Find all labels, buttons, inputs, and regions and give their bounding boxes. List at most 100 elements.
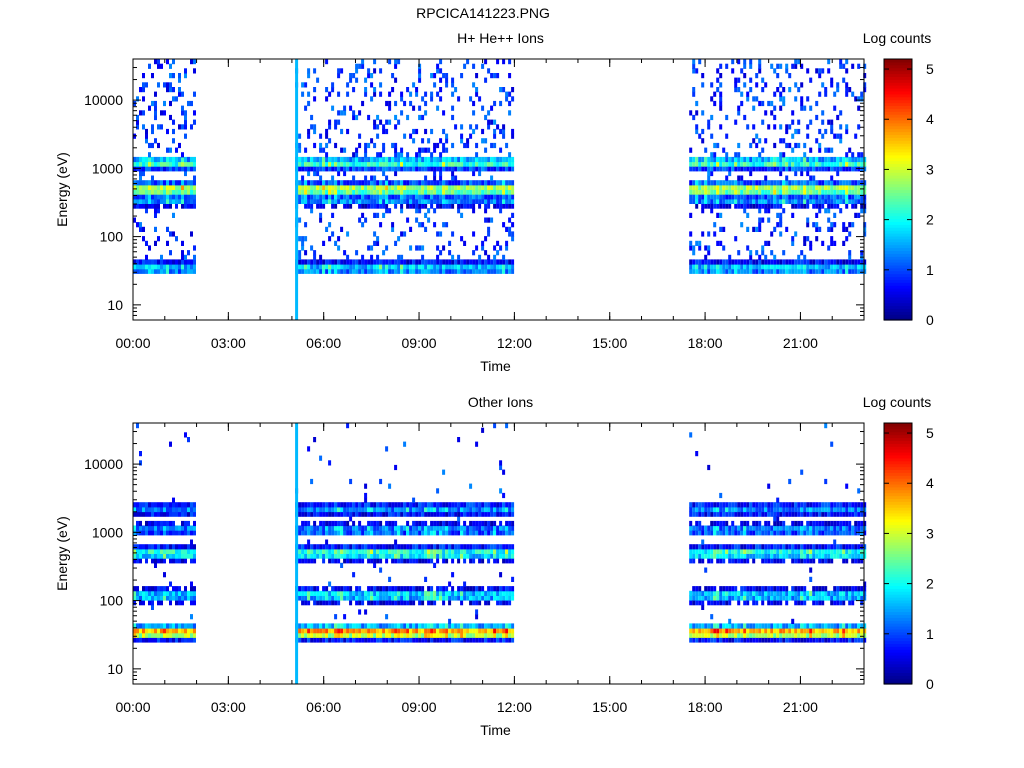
spectrogram-cell (478, 184, 482, 190)
spectrogram-cell (499, 553, 503, 559)
spectrogram-cell (355, 548, 359, 554)
spectrogram-cell (409, 180, 413, 186)
spectrogram-cell (328, 180, 332, 186)
spectrogram-cell (145, 166, 148, 172)
spectrogram-cell (490, 142, 494, 149)
spectrogram-cell (439, 170, 443, 177)
spectrogram-cell (719, 91, 723, 97)
spectrogram-cell (460, 194, 464, 200)
spectrogram-cell (136, 423, 139, 429)
colorbar-tick-label: 3 (926, 161, 934, 177)
spectrogram-cell (394, 170, 398, 177)
spectrogram-cell (433, 184, 437, 190)
spectrogram-cell (172, 548, 175, 554)
spectrogram-cell (316, 156, 320, 163)
spectrogram-cell (851, 189, 855, 195)
spectrogram-cell (418, 161, 422, 167)
spectrogram-cell (433, 161, 437, 167)
spectrogram-cell (412, 138, 416, 144)
spectrogram-cell (346, 558, 350, 564)
spectrogram-cell (782, 87, 786, 93)
spectrogram-cell (394, 502, 398, 508)
spectrogram-cell (737, 203, 741, 209)
spectrogram-cell (349, 184, 353, 190)
spectrogram-cell (364, 590, 368, 596)
spectrogram-cell (148, 180, 151, 186)
spectrogram-cell (415, 632, 419, 638)
spectrogram-cell (358, 623, 362, 629)
spectrogram-cell (466, 590, 470, 596)
spectrogram-cell (719, 553, 723, 559)
spectrogram-cell (436, 553, 440, 559)
spectrogram-cell (310, 558, 314, 564)
spectrogram-cell (725, 506, 729, 513)
spectrogram-cell (734, 152, 738, 158)
spectrogram-cell (142, 180, 145, 186)
spectrogram-cell (448, 180, 452, 186)
spectrogram-cell (475, 553, 479, 559)
spectrogram-cell (370, 82, 374, 88)
spectrogram-cell (154, 198, 157, 204)
spectrogram-cell (400, 110, 404, 116)
spectrogram-cell (139, 180, 142, 186)
spectrogram-cell (863, 180, 867, 186)
spectrogram-cell (415, 245, 419, 251)
spectrogram-cell (181, 502, 184, 508)
spectrogram-cell (689, 511, 693, 517)
spectrogram-cell (502, 184, 506, 190)
spectrogram-cell (163, 189, 166, 195)
spectrogram-cell (430, 264, 434, 270)
spectrogram-cell (460, 156, 464, 163)
spectrogram-cell (373, 87, 377, 93)
spectrogram-cell (460, 548, 464, 554)
spectrogram-cell (364, 217, 368, 223)
spectrogram-cell (169, 506, 172, 513)
spectrogram-cell (695, 189, 699, 195)
spectrogram-cell (346, 268, 350, 274)
spectrogram-cell (472, 128, 476, 135)
spectrogram-cell (490, 73, 494, 79)
spectrogram-cell (355, 194, 359, 200)
spectrogram-cell (418, 180, 422, 186)
spectrogram-cell (424, 520, 428, 527)
spectrogram-cell (454, 511, 458, 517)
spectrogram-cell (797, 156, 801, 163)
spectrogram-cell (394, 198, 398, 204)
spectrogram-cell (436, 520, 440, 527)
spectrogram-cell (379, 119, 383, 125)
spectrogram-cell (175, 632, 178, 638)
spectrogram-cell (142, 590, 145, 596)
spectrogram-cell (343, 147, 347, 153)
spectrogram-cell (785, 264, 789, 270)
spectrogram-cell (397, 506, 401, 513)
spectrogram-cell (508, 586, 512, 592)
spectrogram-cell (809, 180, 813, 186)
spectrogram-cell (334, 198, 338, 204)
spectrogram-cell (511, 511, 515, 517)
spectrogram-cell (385, 264, 389, 270)
spectrogram-cell (710, 203, 714, 209)
spectrogram-cell (755, 142, 759, 149)
spectrogram-cell (710, 96, 714, 102)
spectrogram-cell (355, 525, 359, 531)
spectrogram-cell (169, 259, 172, 265)
spectrogram-cell (361, 268, 365, 274)
spectrogram-cell (737, 198, 741, 204)
spectrogram-cell (496, 637, 500, 643)
spectrogram-cell (740, 268, 744, 274)
spectrogram-cell (707, 506, 711, 513)
spectrogram-cell (184, 124, 187, 130)
spectrogram-cell (139, 451, 142, 457)
spectrogram-cell (169, 590, 172, 596)
spectrogram-cell (725, 553, 729, 559)
spectrogram-cell (854, 212, 858, 218)
spectrogram-cell (842, 161, 846, 167)
spectrogram-cell (475, 198, 479, 204)
spectrogram-cell (310, 198, 314, 204)
spectrogram-cell (343, 530, 347, 536)
spectrogram-cell (692, 632, 696, 638)
spectrogram-cell (439, 180, 443, 186)
spectrogram-cell (319, 590, 323, 596)
spectrogram-cell (469, 189, 473, 195)
spectrogram-cell (193, 59, 196, 65)
